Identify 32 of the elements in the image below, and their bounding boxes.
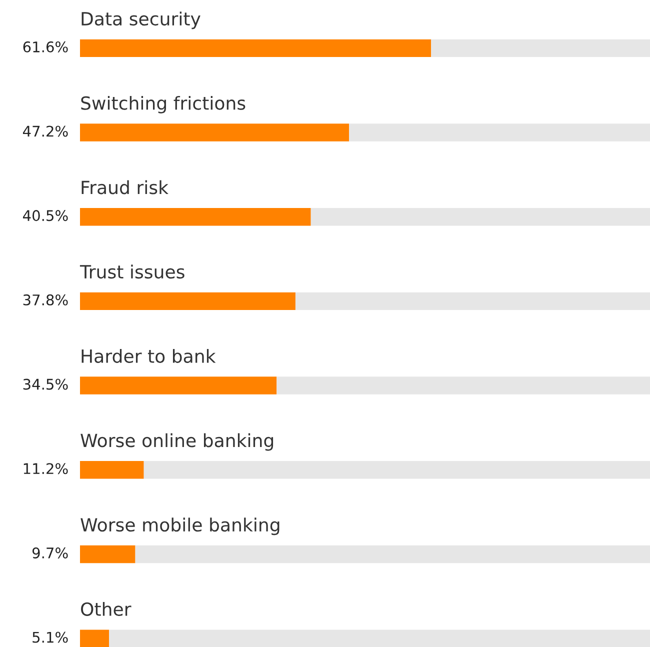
- bar: [109, 630, 650, 647]
- data-label: 5.1%: [32, 632, 68, 643]
- bar: [80, 630, 110, 647]
- bar: [80, 461, 144, 479]
- bar: [310, 208, 650, 226]
- data-label: 11.2%: [24, 463, 68, 474]
- y-tick-label: Worse online banking: [80, 433, 274, 451]
- data-label: 47.2%: [22, 126, 68, 137]
- bar: [144, 461, 650, 479]
- bar: [349, 124, 650, 142]
- bar: [80, 39, 432, 58]
- data-label: 40.5%: [22, 210, 68, 222]
- y-tick-label: Data security: [82, 12, 200, 30]
- y-tick-label: Trust issues: [80, 264, 184, 279]
- bar: [295, 292, 650, 310]
- y-tick-label: Fraud risk: [82, 180, 168, 194]
- y-tick-label: Switching frictions: [81, 96, 246, 114]
- bar: [80, 376, 277, 394]
- y-tick-label: Harder to bank: [82, 348, 216, 363]
- bar: [135, 545, 650, 564]
- data-label: 37.8%: [23, 294, 68, 306]
- data-label: 61.6%: [23, 41, 68, 52]
- bar: [80, 208, 311, 226]
- data-label: 34.5%: [23, 378, 68, 390]
- bar: [431, 39, 650, 58]
- bar: [80, 124, 350, 142]
- bar: [80, 545, 136, 564]
- bar: [276, 376, 650, 394]
- data-label: 9.7%: [32, 547, 68, 558]
- y-tick-label: Worse mobile banking: [80, 518, 280, 536]
- bar: [80, 292, 296, 310]
- y-tick-label: Other: [81, 602, 132, 616]
